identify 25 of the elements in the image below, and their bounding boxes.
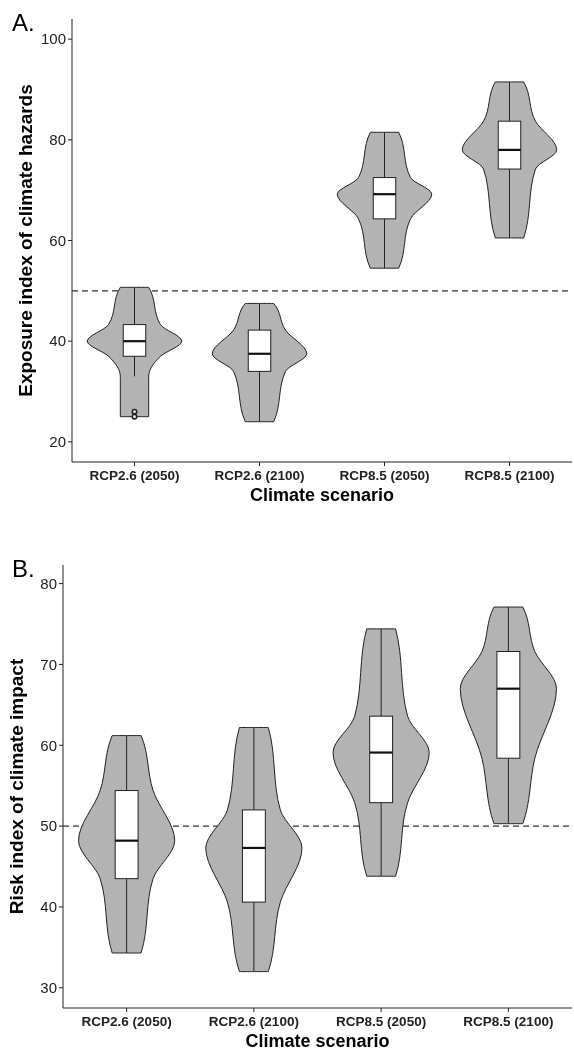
y-tick-label: 80 — [49, 131, 66, 149]
y-tick-label: 20 — [49, 433, 66, 451]
x-tick-label: RCP8.5 (2050) — [339, 468, 430, 483]
y-axis-title: Risk index of climate impact — [6, 658, 27, 915]
x-tick-label: RCP8.5 (2100) — [463, 1014, 554, 1029]
y-tick-label: 50 — [40, 817, 57, 835]
x-axis-title: Climate scenario — [249, 485, 395, 505]
y-tick-label: 80 — [40, 574, 57, 592]
x-tick-label: RCP2.6 (2100) — [214, 468, 305, 483]
y-tick-label: 70 — [40, 655, 57, 673]
x-tick-label: RCP8.5 (2050) — [336, 1014, 427, 1029]
y-tick-label: 60 — [40, 736, 57, 754]
x-tick-label: RCP2.6 (2050) — [81, 1014, 172, 1029]
x-tick-label: RCP2.6 (2100) — [208, 1014, 299, 1029]
x-axis-title: Climate scenario — [245, 1031, 390, 1051]
y-tick-label: 40 — [49, 332, 66, 350]
y-tick-label: 60 — [49, 231, 66, 249]
x-tick-label: RCP8.5 (2100) — [464, 468, 555, 483]
y-tick-label: 40 — [40, 898, 57, 916]
y-tick-label: 30 — [40, 979, 57, 997]
y-axis-title: Exposure index of climate hazards — [15, 84, 36, 397]
y-tick-label: 100 — [40, 30, 66, 48]
chart-title: A. — [12, 9, 35, 36]
x-tick-label: RCP2.6 (2050) — [89, 468, 180, 483]
chart-title: B. — [12, 555, 35, 582]
